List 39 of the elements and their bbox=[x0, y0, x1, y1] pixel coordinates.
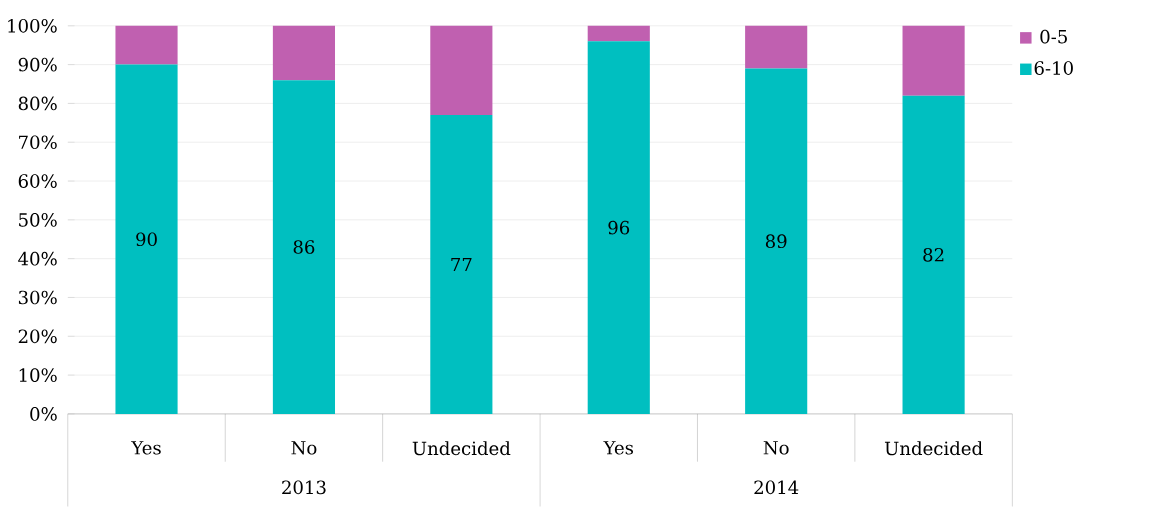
data-label: 86 bbox=[293, 240, 315, 254]
y-tick-label: 90% bbox=[18, 57, 57, 72]
bar bbox=[430, 115, 493, 414]
x-tick-label: Yes bbox=[131, 441, 161, 455]
data-label: 77 bbox=[451, 257, 472, 272]
legend-label: 6-10 bbox=[1034, 61, 1073, 75]
bar bbox=[745, 25, 808, 69]
y-tick-label: 80% bbox=[18, 96, 57, 111]
bar bbox=[902, 25, 965, 96]
data-label: 90 bbox=[136, 232, 157, 247]
data-label: 89 bbox=[765, 234, 787, 249]
text: 2013 bbox=[282, 480, 326, 495]
y-tick-label: 0% bbox=[30, 407, 57, 421]
bar bbox=[272, 80, 336, 414]
data-label: 96 bbox=[608, 220, 630, 235]
x-tick-label: No bbox=[291, 441, 317, 455]
y-tick-label: 70% bbox=[19, 135, 57, 150]
bar bbox=[587, 41, 650, 414]
bar bbox=[430, 25, 493, 116]
bar bbox=[587, 25, 650, 42]
bar bbox=[745, 68, 808, 414]
x-tick-label: Undecided bbox=[412, 441, 511, 456]
y-tick-label: 50% bbox=[19, 213, 57, 227]
text: 2014 bbox=[754, 480, 799, 495]
data-label: 82 bbox=[923, 248, 944, 262]
y-tick-label: 20% bbox=[18, 329, 57, 344]
y-tick-label: 100% bbox=[8, 19, 57, 33]
bar bbox=[902, 95, 965, 414]
y-tick-label: 10% bbox=[19, 368, 57, 383]
x-tick-label: Undecided bbox=[884, 441, 983, 456]
legend-label: 0-5 bbox=[1040, 29, 1067, 44]
x-tick-label: Yes bbox=[603, 441, 634, 455]
bar bbox=[115, 64, 178, 414]
y-tick-label: 30% bbox=[18, 290, 57, 305]
x-tick-label: No bbox=[763, 441, 789, 455]
y-tick-label: 60% bbox=[18, 174, 57, 188]
bar bbox=[272, 25, 336, 81]
y-tick-label: 40% bbox=[18, 251, 57, 266]
bar bbox=[115, 25, 178, 65]
